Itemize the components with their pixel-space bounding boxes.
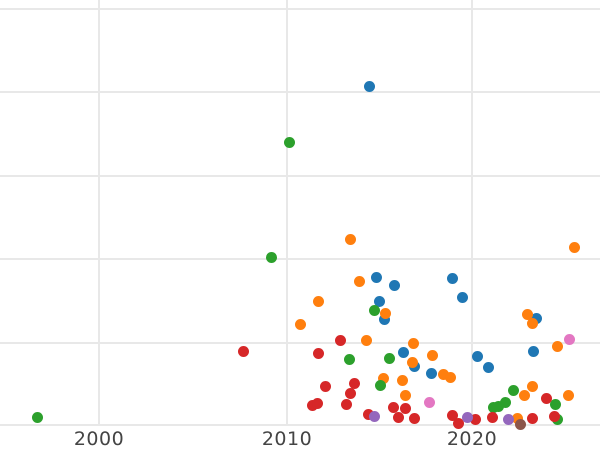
data-point-orange bbox=[399, 389, 411, 401]
data-point-orange bbox=[294, 318, 306, 330]
data-point-red bbox=[408, 412, 420, 424]
data-point-red bbox=[344, 387, 356, 399]
data-point-red bbox=[387, 401, 399, 413]
data-point-green bbox=[499, 396, 511, 408]
data-point-purple bbox=[461, 411, 473, 423]
data-point-orange bbox=[407, 337, 419, 349]
data-point-blue bbox=[388, 279, 400, 291]
data-point-brown bbox=[514, 418, 526, 430]
data-point-red bbox=[399, 402, 411, 414]
data-point-red bbox=[526, 412, 538, 424]
grid-line-horizontal bbox=[0, 8, 600, 10]
data-point-blue bbox=[527, 345, 539, 357]
data-point-blue bbox=[378, 313, 390, 325]
data-point-pink bbox=[563, 333, 575, 345]
grid-line-vertical bbox=[471, 0, 473, 426]
data-point-green bbox=[487, 401, 499, 413]
data-point-blue bbox=[370, 271, 382, 283]
data-point-red bbox=[340, 398, 352, 410]
data-point-orange bbox=[518, 389, 530, 401]
data-point-blue bbox=[397, 346, 409, 358]
data-point-blue bbox=[363, 80, 375, 92]
data-point-red bbox=[334, 334, 346, 346]
data-point-green bbox=[374, 379, 386, 391]
grid-line-vertical bbox=[98, 0, 100, 426]
data-point-orange bbox=[562, 389, 574, 401]
data-point-red bbox=[312, 347, 324, 359]
data-point-green bbox=[283, 136, 295, 148]
data-point-orange bbox=[396, 374, 408, 386]
data-point-green bbox=[265, 251, 277, 263]
data-point-green bbox=[383, 352, 395, 364]
grid-line-horizontal bbox=[0, 175, 600, 177]
data-point-purple bbox=[502, 413, 514, 425]
data-point-red bbox=[469, 413, 481, 425]
data-point-orange bbox=[526, 317, 538, 329]
data-point-orange bbox=[379, 307, 391, 319]
data-point-orange bbox=[444, 371, 456, 383]
data-point-orange bbox=[360, 334, 372, 346]
data-point-blue bbox=[456, 291, 468, 303]
data-point-red bbox=[362, 408, 374, 420]
data-point-orange bbox=[511, 412, 523, 424]
data-point-red bbox=[452, 417, 464, 429]
data-point-green bbox=[549, 398, 561, 410]
data-point-red bbox=[392, 411, 404, 423]
data-point-purple bbox=[368, 410, 380, 422]
data-point-pink bbox=[423, 396, 435, 408]
data-point-red bbox=[486, 411, 498, 423]
data-point-red bbox=[548, 410, 560, 422]
data-point-orange bbox=[437, 368, 449, 380]
data-point-red bbox=[540, 392, 552, 404]
data-point-red bbox=[237, 345, 249, 357]
data-point-blue bbox=[446, 272, 458, 284]
data-point-green bbox=[31, 411, 43, 423]
data-point-green bbox=[507, 384, 519, 396]
data-point-blue bbox=[471, 350, 483, 362]
data-point-blue bbox=[373, 295, 385, 307]
data-point-red bbox=[311, 397, 323, 409]
x-tick-label: 2010 bbox=[261, 428, 313, 450]
data-point-orange bbox=[426, 349, 438, 361]
data-point-green bbox=[368, 304, 380, 316]
x-tick-label: 2000 bbox=[73, 428, 125, 450]
data-point-green bbox=[343, 353, 355, 365]
data-point-orange bbox=[312, 295, 324, 307]
data-point-orange bbox=[568, 241, 580, 253]
data-point-blue bbox=[530, 312, 542, 324]
data-point-orange bbox=[344, 233, 356, 245]
grid-line-horizontal bbox=[0, 424, 600, 426]
data-point-blue bbox=[482, 361, 494, 373]
data-point-blue bbox=[425, 367, 437, 379]
data-point-orange bbox=[526, 380, 538, 392]
data-point-red bbox=[348, 377, 360, 389]
data-point-red bbox=[446, 409, 458, 421]
grid-line-horizontal bbox=[0, 342, 600, 344]
x-tick-label: 2020 bbox=[446, 428, 498, 450]
grid-line-horizontal bbox=[0, 258, 600, 260]
grid-line-vertical bbox=[286, 0, 288, 426]
data-point-orange bbox=[377, 372, 389, 384]
data-point-orange bbox=[551, 340, 563, 352]
data-point-red bbox=[319, 380, 331, 392]
grid-line-horizontal bbox=[0, 91, 600, 93]
data-point-orange bbox=[521, 308, 533, 320]
data-point-orange bbox=[406, 356, 418, 368]
data-point-orange bbox=[353, 275, 365, 287]
